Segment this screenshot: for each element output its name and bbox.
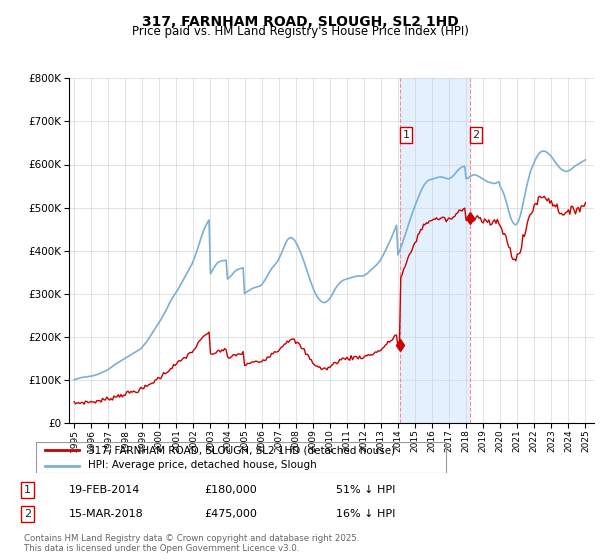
Text: 51% ↓ HPI: 51% ↓ HPI bbox=[336, 485, 395, 495]
Text: Contains HM Land Registry data © Crown copyright and database right 2025.
This d: Contains HM Land Registry data © Crown c… bbox=[24, 534, 359, 553]
Bar bbox=[400, 78, 470, 423]
Text: 1: 1 bbox=[403, 130, 410, 140]
Text: Price paid vs. HM Land Registry's House Price Index (HPI): Price paid vs. HM Land Registry's House … bbox=[131, 25, 469, 38]
Text: £475,000: £475,000 bbox=[204, 509, 257, 519]
Text: 15-MAR-2018: 15-MAR-2018 bbox=[69, 509, 144, 519]
Text: 317, FARNHAM ROAD, SLOUGH, SL2 1HD: 317, FARNHAM ROAD, SLOUGH, SL2 1HD bbox=[142, 15, 458, 29]
Text: 1: 1 bbox=[24, 485, 31, 495]
Text: HPI: Average price, detached house, Slough: HPI: Average price, detached house, Slou… bbox=[88, 460, 317, 470]
Text: 317, FARNHAM ROAD, SLOUGH, SL2 1HD (detached house): 317, FARNHAM ROAD, SLOUGH, SL2 1HD (deta… bbox=[88, 445, 395, 455]
Text: 2: 2 bbox=[24, 509, 31, 519]
Text: £180,000: £180,000 bbox=[204, 485, 257, 495]
Text: 16% ↓ HPI: 16% ↓ HPI bbox=[336, 509, 395, 519]
Text: 19-FEB-2014: 19-FEB-2014 bbox=[69, 485, 140, 495]
Text: 2: 2 bbox=[472, 130, 479, 140]
